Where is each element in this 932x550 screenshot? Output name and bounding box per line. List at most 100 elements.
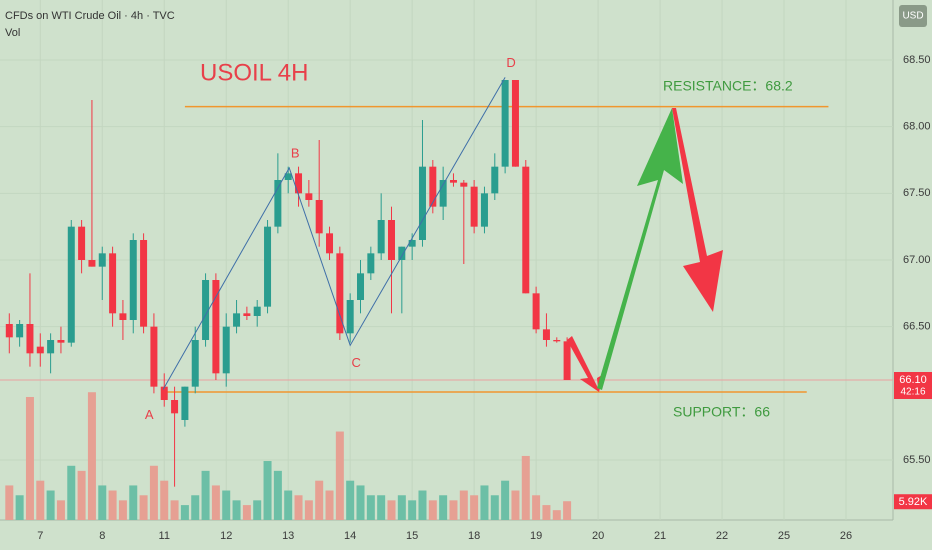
candle-body bbox=[418, 166, 426, 240]
x-tick-label: 20 bbox=[592, 530, 604, 542]
x-tick-label: 26 bbox=[840, 530, 852, 542]
candle-body bbox=[181, 386, 189, 420]
volume-bar bbox=[36, 480, 45, 520]
volume-bar bbox=[511, 490, 520, 520]
volume-bar bbox=[253, 500, 262, 520]
candle-body bbox=[191, 340, 199, 387]
x-tick-label: 8 bbox=[99, 530, 105, 542]
volume-bar bbox=[521, 455, 530, 520]
candle-body bbox=[449, 180, 457, 183]
currency-badge bbox=[899, 5, 927, 27]
candle-body bbox=[305, 193, 313, 200]
red-arrow-large bbox=[672, 108, 723, 312]
candle-body bbox=[470, 186, 478, 227]
y-tick-label: 66.50 bbox=[903, 321, 931, 333]
candle-body bbox=[398, 246, 406, 260]
volume-bar bbox=[242, 505, 251, 520]
last-price-label: 66.10 bbox=[899, 374, 927, 386]
y-tick-label: 68.00 bbox=[903, 121, 931, 133]
candle-body bbox=[315, 200, 323, 234]
y-tick-label: 67.00 bbox=[903, 254, 931, 266]
candle-body bbox=[408, 240, 416, 247]
x-tick-label: 15 bbox=[406, 530, 418, 542]
volume-bar bbox=[67, 465, 76, 520]
volume-bar bbox=[552, 510, 561, 520]
candle-body bbox=[346, 300, 354, 334]
volume-bar bbox=[294, 495, 303, 520]
candle-body bbox=[202, 280, 210, 340]
candle-body bbox=[367, 253, 375, 274]
candle-body bbox=[284, 173, 292, 180]
volume-bar bbox=[139, 495, 148, 520]
volume-legend: Vol bbox=[5, 27, 20, 39]
candle-body bbox=[5, 324, 13, 338]
candle-body bbox=[222, 326, 230, 374]
red-arrow-small bbox=[567, 336, 604, 392]
candle-body bbox=[88, 260, 96, 267]
price-axis-panel bbox=[893, 0, 932, 550]
annotation: USOIL 4H bbox=[200, 59, 308, 86]
candle-body bbox=[264, 226, 272, 307]
candle-body bbox=[439, 180, 447, 207]
volume-bar bbox=[118, 500, 127, 520]
candle-body bbox=[212, 280, 220, 374]
annotation: SUPPORT：66 bbox=[673, 404, 770, 420]
x-tick-label: 12 bbox=[220, 530, 232, 542]
volume-bar bbox=[346, 480, 355, 520]
candle-body bbox=[274, 180, 282, 227]
volume-bar bbox=[98, 485, 107, 520]
volume-bar bbox=[470, 495, 479, 520]
x-tick-label: 19 bbox=[530, 530, 542, 542]
volume-bar bbox=[449, 500, 458, 520]
x-tick-label: 13 bbox=[282, 530, 294, 542]
currency: USD bbox=[902, 11, 923, 22]
volume-bar bbox=[108, 490, 117, 520]
volume-bar bbox=[263, 461, 272, 520]
volume-bar bbox=[170, 500, 179, 520]
volume-pane bbox=[5, 392, 572, 520]
volume-bar bbox=[56, 500, 65, 520]
volume-bar bbox=[191, 495, 200, 520]
candle-body bbox=[522, 166, 530, 294]
volume-bar bbox=[439, 495, 448, 520]
volume-bar bbox=[87, 392, 96, 520]
volume-bar bbox=[201, 470, 210, 520]
candle-body bbox=[491, 166, 499, 194]
wave-label: B bbox=[291, 145, 300, 160]
volume-bar bbox=[563, 501, 572, 520]
last-price-badge bbox=[894, 372, 932, 399]
y-tick-label: 68.50 bbox=[903, 54, 931, 66]
volume-bar bbox=[304, 500, 313, 520]
volume-bar bbox=[46, 490, 55, 520]
candle-body bbox=[429, 166, 437, 207]
candle-body bbox=[532, 293, 540, 330]
volume-bar bbox=[397, 495, 406, 520]
volume-bar bbox=[284, 490, 293, 520]
x-tick-label: 22 bbox=[716, 530, 728, 542]
candle-body bbox=[109, 253, 117, 314]
candle-body bbox=[233, 313, 241, 327]
volume-bar bbox=[15, 495, 24, 520]
candle-body bbox=[563, 341, 571, 380]
candle-body bbox=[387, 220, 395, 260]
volume-bar bbox=[5, 485, 14, 520]
candle-body bbox=[47, 340, 55, 354]
volume-bar bbox=[418, 490, 427, 520]
candle-body bbox=[336, 253, 344, 334]
overlay: A B C D USOIL 4H RESISTANCE：68.2 SUPPORT：66 bbox=[145, 55, 793, 422]
volume-bar bbox=[273, 470, 282, 520]
candle-body bbox=[357, 273, 365, 300]
candle-body bbox=[129, 240, 137, 320]
volume-bar bbox=[222, 490, 231, 520]
volume-bar bbox=[149, 465, 158, 520]
candle-body bbox=[160, 386, 168, 400]
volume-bar bbox=[315, 480, 324, 520]
volume-bar bbox=[480, 485, 489, 520]
candle-body bbox=[67, 226, 75, 343]
volume-bar bbox=[490, 495, 499, 520]
candle-body bbox=[326, 233, 334, 254]
annotation: RESISTANCE：68.2 bbox=[663, 78, 793, 94]
candle-body bbox=[78, 226, 86, 260]
